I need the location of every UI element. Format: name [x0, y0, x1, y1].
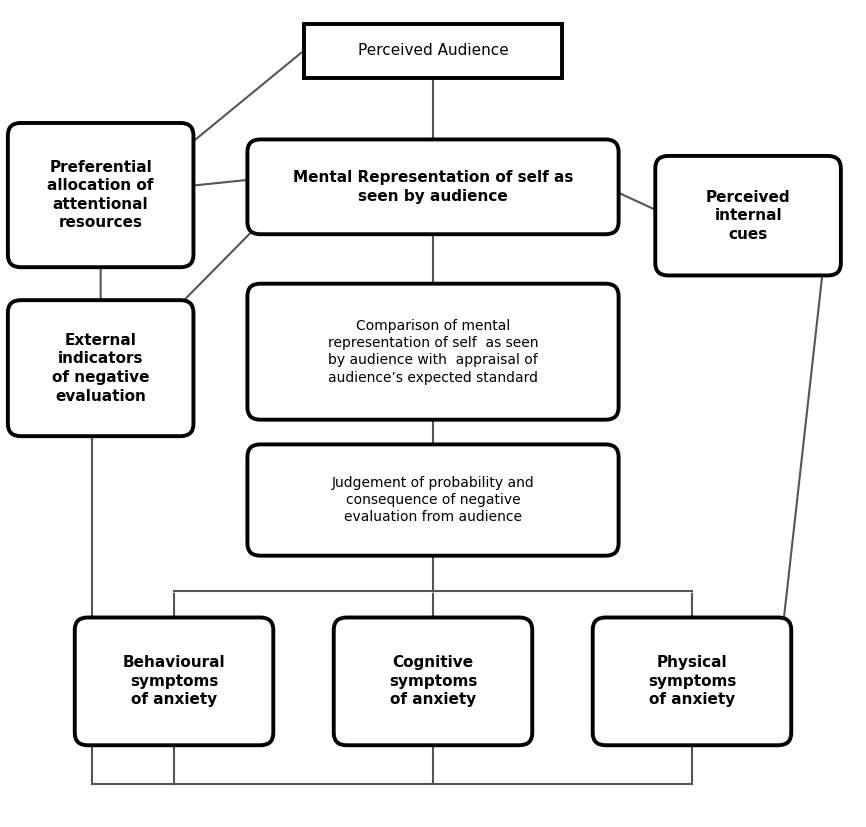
Text: Preferential
allocation of
attentional
resources: Preferential allocation of attentional r…: [48, 160, 154, 231]
FancyBboxPatch shape: [592, 618, 792, 745]
Text: Perceived Audience: Perceived Audience: [358, 43, 508, 59]
Text: Physical
symptoms
of anxiety: Physical symptoms of anxiety: [648, 655, 736, 707]
FancyBboxPatch shape: [303, 24, 563, 78]
FancyBboxPatch shape: [656, 156, 841, 275]
FancyBboxPatch shape: [8, 123, 193, 267]
Text: Cognitive
symptoms
of anxiety: Cognitive symptoms of anxiety: [389, 655, 477, 707]
FancyBboxPatch shape: [248, 284, 618, 419]
Text: Mental Representation of self as
seen by audience: Mental Representation of self as seen by…: [293, 170, 573, 203]
FancyBboxPatch shape: [248, 140, 618, 234]
Text: External
indicators
of negative
evaluation: External indicators of negative evaluati…: [52, 332, 150, 404]
FancyBboxPatch shape: [333, 618, 533, 745]
FancyBboxPatch shape: [248, 444, 618, 556]
Text: Behavioural
symptoms
of anxiety: Behavioural symptoms of anxiety: [123, 655, 225, 707]
Text: Comparison of mental
representation of self  as seen
by audience with  appraisal: Comparison of mental representation of s…: [327, 318, 539, 385]
Text: Judgement of probability and
consequence of negative
evaluation from audience: Judgement of probability and consequence…: [332, 476, 534, 524]
FancyBboxPatch shape: [74, 618, 274, 745]
Text: Perceived
internal
cues: Perceived internal cues: [706, 189, 791, 241]
FancyBboxPatch shape: [8, 300, 193, 436]
